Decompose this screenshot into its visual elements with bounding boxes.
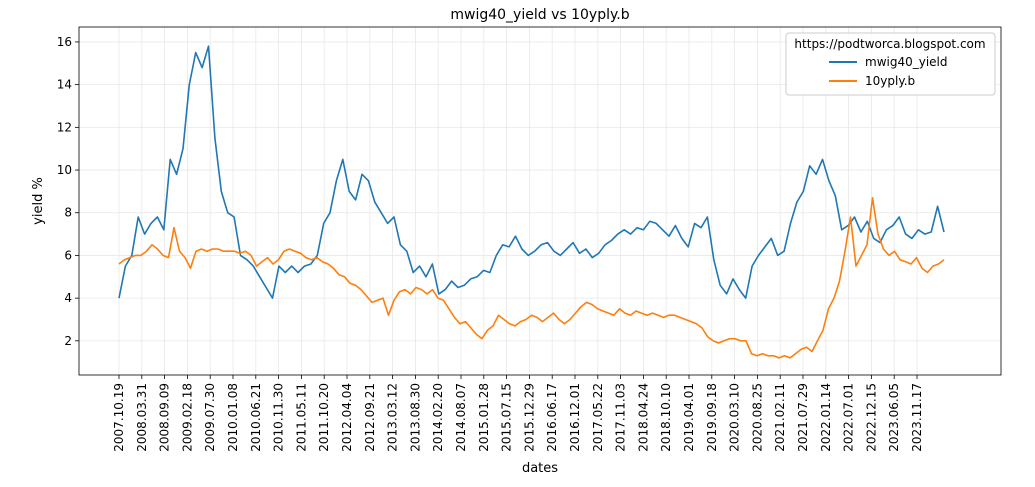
legend-label-mwig40: mwig40_yield bbox=[865, 55, 948, 69]
y-tick-label: 6 bbox=[64, 248, 72, 262]
plot-frame bbox=[78, 26, 1002, 376]
x-tick-label: 2015.07.15 bbox=[500, 383, 514, 452]
y-axis-title: yield % bbox=[31, 177, 46, 225]
x-tick-label: 2013.08.30 bbox=[408, 383, 422, 452]
x-tick-label: 2016.12.01 bbox=[568, 383, 582, 452]
x-tick-label: 2015.12.29 bbox=[522, 383, 536, 452]
x-tick-label: 2007.10.19 bbox=[112, 383, 126, 452]
legend-box bbox=[785, 32, 996, 96]
x-tick-label: 2019.04.01 bbox=[682, 383, 696, 452]
x-tick-label: 2010.06.21 bbox=[249, 383, 263, 452]
x-tick-label: 2020.03.10 bbox=[728, 383, 742, 452]
x-tick-label: 2009.07.30 bbox=[203, 383, 217, 452]
y-tick-label: 8 bbox=[64, 206, 72, 220]
x-tick-label: 2016.06.17 bbox=[545, 383, 559, 452]
x-tick-label: 2009.02.18 bbox=[180, 383, 194, 452]
x-tick-label: 2008.09.09 bbox=[158, 383, 172, 452]
x-tick-label: 2012.09.21 bbox=[363, 383, 377, 452]
y-tick-label: 16 bbox=[57, 35, 72, 49]
y-axis: 2 4 6 8 10 12 14 16 bbox=[57, 35, 79, 348]
legend-title: https://podtworca.blogspot.com bbox=[794, 37, 985, 51]
x-tick-label: 2022.01.14 bbox=[819, 383, 833, 452]
x-tick-label: 2023.06.05 bbox=[887, 383, 901, 452]
x-tick-label: 2011.05.11 bbox=[294, 383, 308, 452]
x-tick-label: 2018.04.24 bbox=[636, 383, 650, 452]
y-tick-label: 2 bbox=[64, 334, 72, 348]
series-layer bbox=[118, 45, 945, 359]
x-tick-label: 2023.11.17 bbox=[910, 383, 924, 452]
chart-title: mwig40_yield vs 10yply.b bbox=[450, 7, 629, 23]
x-axis-title: dates bbox=[522, 461, 558, 476]
y-tick-label: 4 bbox=[64, 291, 72, 305]
x-tick-label: 2021.07.29 bbox=[796, 383, 810, 452]
x-tick-label: 2018.10.10 bbox=[659, 383, 673, 452]
y-tick-label: 10 bbox=[57, 163, 72, 177]
legend-label-10yply: 10yply.b bbox=[865, 74, 915, 88]
x-tick-label: 2014.02.20 bbox=[431, 383, 445, 452]
x-tick-label: 2010.01.08 bbox=[226, 383, 240, 452]
x-tick-label: 2022.07.01 bbox=[842, 383, 856, 452]
x-tick-label: 2020.08.25 bbox=[750, 383, 764, 452]
series-line-mwig40 bbox=[118, 45, 945, 299]
x-axis: 2007.10.19 2008.03.31 2008.09.09 2009.02.18… bbox=[112, 375, 924, 452]
x-tick-label: 2017.11.03 bbox=[614, 383, 628, 452]
series-line-10yply bbox=[118, 197, 945, 359]
y-tick-label: 14 bbox=[57, 78, 72, 92]
x-tick-label: 2014.08.07 bbox=[454, 383, 468, 452]
x-tick-label: 2013.03.12 bbox=[386, 383, 400, 452]
x-tick-label: 2008.03.31 bbox=[135, 383, 149, 452]
x-tick-label: 2010.11.30 bbox=[272, 383, 286, 452]
x-tick-label: 2019.09.18 bbox=[705, 383, 719, 452]
x-tick-label: 2011.10.20 bbox=[317, 383, 331, 452]
x-tick-label: 2015.01.28 bbox=[477, 383, 491, 452]
x-tick-label: 2021.02.11 bbox=[773, 383, 787, 452]
y-tick-label: 12 bbox=[57, 120, 72, 134]
x-tick-label: 2017.05.22 bbox=[591, 383, 605, 452]
grid bbox=[79, 27, 1001, 375]
x-tick-label: 2022.12.15 bbox=[864, 383, 878, 452]
legend: https://podtworca.blogspot.com mwig40_yi… bbox=[785, 32, 996, 96]
x-tick-label: 2012.04.04 bbox=[340, 383, 354, 452]
